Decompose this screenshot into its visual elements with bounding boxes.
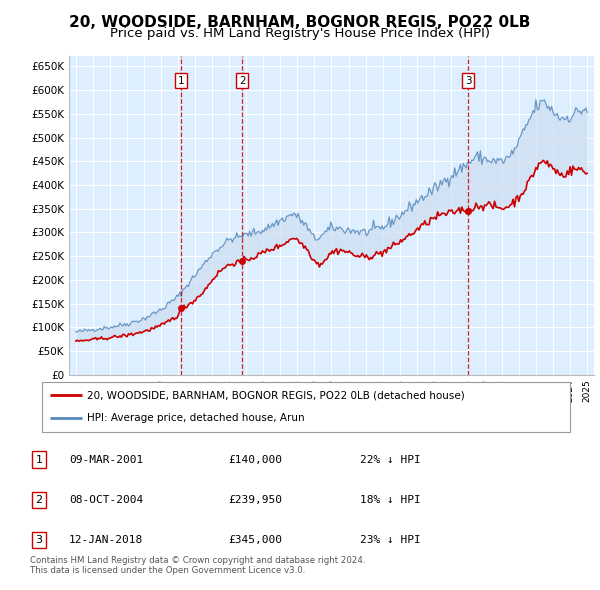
Text: 20, WOODSIDE, BARNHAM, BOGNOR REGIS, PO22 0LB (detached house): 20, WOODSIDE, BARNHAM, BOGNOR REGIS, PO2…: [87, 390, 464, 400]
Text: HPI: Average price, detached house, Arun: HPI: Average price, detached house, Arun: [87, 414, 305, 424]
Text: 3: 3: [35, 535, 43, 545]
FancyBboxPatch shape: [42, 382, 570, 432]
Text: Contains HM Land Registry data © Crown copyright and database right 2024.
This d: Contains HM Land Registry data © Crown c…: [30, 556, 365, 575]
Text: Price paid vs. HM Land Registry's House Price Index (HPI): Price paid vs. HM Land Registry's House …: [110, 27, 490, 40]
Text: 08-OCT-2004: 08-OCT-2004: [69, 495, 143, 504]
Text: 09-MAR-2001: 09-MAR-2001: [69, 455, 143, 464]
Text: 2: 2: [35, 495, 43, 504]
Text: £140,000: £140,000: [228, 455, 282, 464]
Text: £345,000: £345,000: [228, 535, 282, 545]
Text: 3: 3: [465, 76, 472, 86]
Text: 1: 1: [178, 76, 184, 86]
Text: 2: 2: [239, 76, 245, 86]
Text: 20, WOODSIDE, BARNHAM, BOGNOR REGIS, PO22 0LB: 20, WOODSIDE, BARNHAM, BOGNOR REGIS, PO2…: [70, 15, 530, 30]
Text: 18% ↓ HPI: 18% ↓ HPI: [360, 495, 421, 504]
Text: 22% ↓ HPI: 22% ↓ HPI: [360, 455, 421, 464]
Text: £239,950: £239,950: [228, 495, 282, 504]
Text: 1: 1: [35, 455, 43, 464]
Text: 12-JAN-2018: 12-JAN-2018: [69, 535, 143, 545]
Text: 23% ↓ HPI: 23% ↓ HPI: [360, 535, 421, 545]
